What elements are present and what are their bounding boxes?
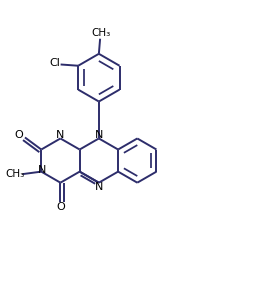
Text: O: O [14,130,23,141]
Text: CH₃: CH₃ [6,169,25,179]
Text: N: N [95,130,104,140]
Text: N: N [56,130,64,140]
Text: N: N [95,182,104,192]
Text: CH₃: CH₃ [91,28,110,38]
Text: N: N [38,165,46,175]
Text: Cl: Cl [50,58,60,68]
Text: O: O [56,202,65,212]
